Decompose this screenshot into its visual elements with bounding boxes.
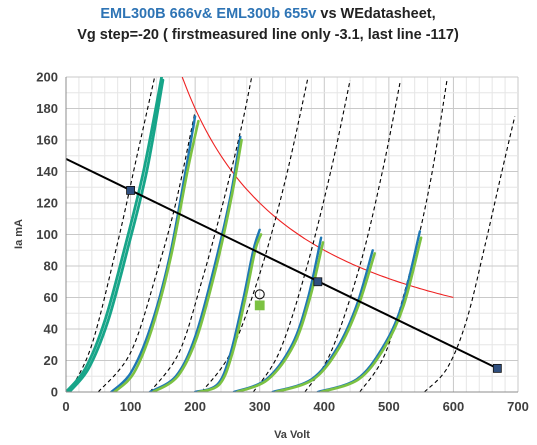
x-axis-label: Va Volt	[274, 429, 310, 441]
chart-title-line1: EML300B 666v& EML300b 655v vs WEdatashee…	[100, 6, 435, 22]
y-tick-label: 180	[36, 101, 58, 116]
y-tick-label: 120	[36, 196, 58, 211]
x-tick-label: 600	[443, 399, 465, 414]
y-tick-label: 200	[36, 70, 58, 85]
first-measured-curve	[66, 77, 163, 392]
operating-point-circle	[254, 289, 265, 300]
x-tick-labels: 0 100 200 300 400 500 600 700	[62, 399, 528, 414]
y-tick-label: 140	[36, 164, 58, 179]
y-tick-label: 20	[44, 353, 58, 368]
y-tick-label: 0	[51, 385, 58, 400]
chart-title-line2: Vg step=-20 ( firstmeasured line only -3…	[77, 27, 459, 43]
first-measured-curve	[67, 78, 165, 392]
datasheet-curve	[97, 111, 196, 392]
tube2-curve	[197, 233, 263, 392]
y-tick-label: 100	[36, 227, 58, 242]
x-tick-label: 700	[507, 399, 529, 414]
tube2-curve	[274, 252, 376, 392]
y-axis-label: Ia mA	[13, 219, 25, 249]
load-line-marker	[313, 277, 323, 287]
load-line	[65, 158, 498, 370]
datasheet-curve	[424, 116, 516, 392]
load-line-marker	[492, 363, 502, 373]
load-line-group	[65, 158, 502, 373]
tube2-curve	[319, 236, 423, 392]
x-tick-label: 200	[184, 399, 206, 414]
chart-title-tubes: EML300B 666v& EML300b 655v	[100, 6, 316, 22]
tube1-curve	[110, 115, 197, 392]
datasheet-curve	[252, 79, 351, 392]
y-tick-label: 160	[36, 133, 58, 148]
chart-title-vs: vs WEdatasheet,	[316, 6, 435, 22]
x-tick-label: 0	[62, 399, 69, 414]
x-tick-label: 100	[120, 399, 142, 414]
y-tick-label: 60	[44, 290, 58, 305]
y-tick-label: 40	[44, 322, 58, 337]
axes	[65, 77, 518, 393]
datasheet-curve	[304, 79, 402, 392]
operating-point-square	[254, 300, 265, 311]
x-tick-label: 500	[378, 399, 400, 414]
datasheet-curve	[149, 77, 253, 392]
x-tick-label: 300	[249, 399, 271, 414]
datasheet-curve	[201, 77, 309, 392]
y-tick-label: 80	[44, 259, 58, 274]
y-tick-labels: 0 20 40 60 80 100 120 140 160 180 200	[36, 70, 58, 400]
tube2-curve	[113, 119, 200, 392]
tube2-curve	[151, 138, 243, 392]
x-tick-label: 400	[313, 399, 335, 414]
load-line-marker	[126, 185, 135, 195]
